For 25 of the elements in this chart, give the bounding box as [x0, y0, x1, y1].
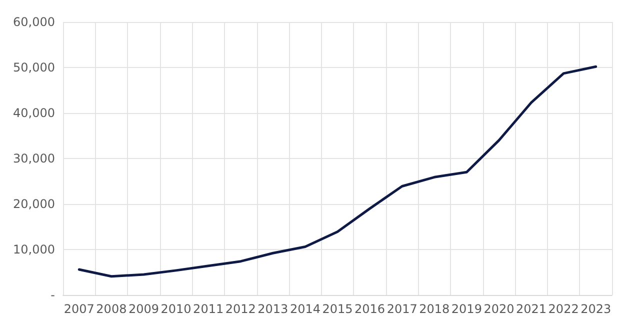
x-tick-label: 2011 — [193, 302, 224, 316]
y-tick-label: 40,000 — [13, 106, 55, 120]
y-tick-label: 20,000 — [13, 197, 55, 211]
x-tick-label: 2023 — [580, 302, 612, 316]
y-tick-label: - — [50, 288, 55, 302]
x-tick-label: 2016 — [354, 302, 386, 316]
x-tick-label: 2021 — [516, 302, 547, 316]
x-tick-label: 2022 — [548, 302, 579, 316]
x-tick-label: 2020 — [484, 302, 514, 316]
x-tick-label: 2009 — [128, 302, 160, 316]
x-tick-label: 2010 — [160, 302, 192, 316]
x-tick-label: 2019 — [451, 302, 482, 316]
x-tick-label: 2012 — [225, 302, 256, 316]
x-tick-label: 2007 — [64, 302, 94, 316]
x-tick-label: 2013 — [258, 302, 288, 316]
x-tick-label: 2018 — [419, 302, 450, 316]
y-tick-label: 10,000 — [13, 242, 55, 256]
x-tick-label: 2015 — [322, 302, 353, 316]
y-tick-label: 30,000 — [13, 152, 55, 166]
x-tick-label: 2017 — [386, 302, 418, 316]
line-series — [78, 65, 598, 278]
x-tick-label: 2014 — [290, 302, 320, 316]
x-tick-label: 2008 — [96, 302, 127, 316]
y-tick-label: 60,000 — [13, 15, 55, 29]
y-tick-label: 50,000 — [13, 60, 55, 74]
